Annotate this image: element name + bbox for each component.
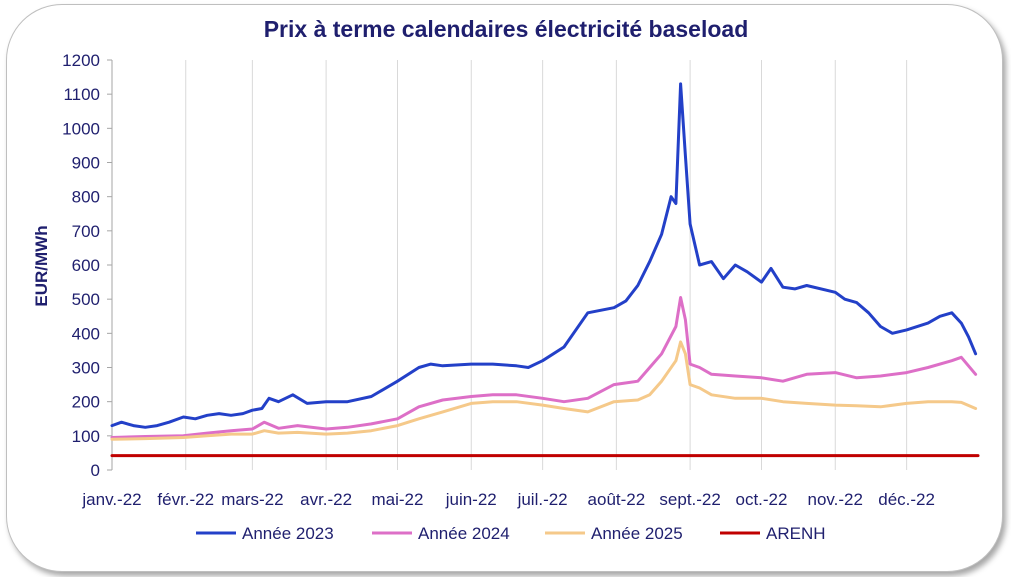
- y-tick-label: 200: [72, 393, 100, 412]
- y-tick-label: 1000: [62, 119, 100, 138]
- y-tick-labels: 0 100 200 300 400 500 600 700 800 900 1000 1100 1200: [62, 51, 100, 480]
- series-lines: [110, 82, 980, 458]
- x-tick-label: mai-22: [372, 490, 424, 509]
- x-tick-label: août-22: [588, 490, 646, 509]
- legend: Année 2023 Année 2024 Année 2025 ARENH: [196, 524, 826, 543]
- y-tick-label: 800: [72, 188, 100, 207]
- grid-lines: [185, 60, 908, 470]
- y-axis-label: EUR/MWh: [32, 225, 51, 306]
- x-tick-label: févr.-22: [157, 490, 214, 509]
- y-tick-label: 700: [72, 222, 100, 241]
- series-line-ann-e-2025: [110, 340, 978, 441]
- y-tick-label: 400: [72, 324, 100, 343]
- x-tick-label: juin-22: [445, 490, 497, 509]
- x-tick-label: avr.-22: [300, 490, 352, 509]
- x-tick-label: déc.-22: [878, 490, 935, 509]
- chart-title: Prix à terme calendaires électricité bas…: [264, 16, 749, 42]
- legend-label: Année 2024: [418, 524, 510, 543]
- legend-label: Année 2025: [591, 524, 683, 543]
- y-tick-label: 1100: [63, 85, 100, 104]
- y-tick-label: 1200: [62, 51, 100, 70]
- x-tick-label: juil.-22: [517, 490, 568, 509]
- axes: [107, 59, 113, 471]
- y-tick-label: 0: [91, 461, 100, 480]
- x-tick-label: mars-22: [221, 490, 283, 509]
- series-line-ann-e-2023: [110, 82, 978, 429]
- chart-frame: [6, 4, 1003, 572]
- legend-label: Année 2023: [242, 524, 334, 543]
- x-tick-label: sept.-22: [659, 490, 720, 509]
- x-tick-label: janv.-22: [81, 490, 141, 509]
- y-tick-label: 100: [72, 427, 100, 446]
- x-tick-labels: janv.-22 févr.-22 mars-22 avr.-22 mai-22 juin…: [81, 490, 935, 509]
- y-tick-label: 900: [72, 154, 100, 173]
- y-tick-label: 600: [72, 256, 100, 275]
- legend-label: ARENH: [766, 524, 826, 543]
- x-tick-label: nov.-22: [808, 490, 863, 509]
- y-tick-label: 500: [72, 290, 100, 309]
- series-line-ann-e-2024: [110, 296, 978, 439]
- x-tick-label: oct.-22: [736, 490, 788, 509]
- y-tick-label: 300: [72, 359, 100, 378]
